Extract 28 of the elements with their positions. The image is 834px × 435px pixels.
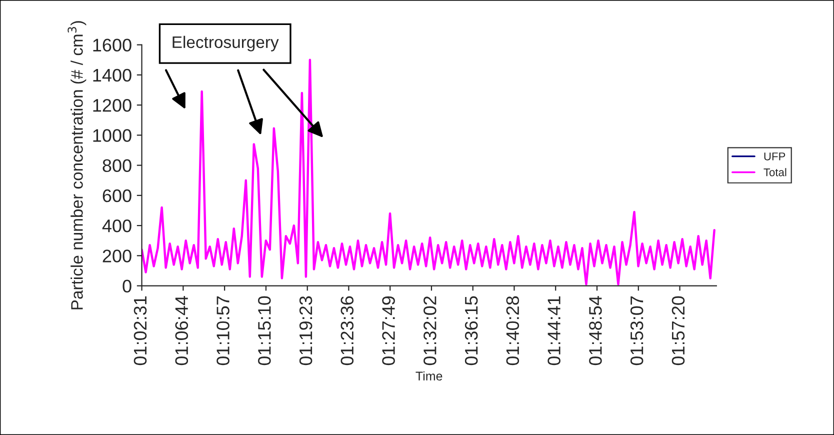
x-tick-label: 01:57:20: [672, 296, 685, 366]
y-tick-label: 1400: [93, 68, 132, 82]
legend-label: UFP: [764, 152, 786, 160]
y-tick-label: 0: [122, 280, 132, 293]
y-tick-label: 200: [102, 250, 132, 262]
y-tick-label: 1600: [93, 38, 132, 52]
legend-label: Total: [764, 168, 786, 176]
x-tick-label: 01:32:02: [424, 296, 436, 366]
x-tick-label: 01:19:23: [299, 296, 312, 366]
y-tick-label: 600: [102, 189, 132, 202]
y-tick-label: 800: [102, 159, 132, 172]
x-tick-label: 01:48:54: [589, 296, 602, 366]
x-tick-label: 01:53:07: [630, 296, 644, 366]
x-tick-label: 01:15:10: [258, 296, 271, 366]
y-tick-label: 1200: [93, 98, 132, 112]
x-axis-title: Time: [416, 371, 442, 381]
y-tick-label: 400: [102, 219, 132, 232]
y-tick-label: 1000: [93, 129, 132, 142]
x-tick-label: 01:23:36: [340, 296, 354, 366]
y-axis-title: Particle number concentration (# / cm$^{3}$): [68, 21, 86, 310]
annotation: Electrosurgery: [172, 36, 279, 52]
x-tick-label: 01:02:31: [134, 296, 147, 366]
x-tick-label: 01:06:44: [175, 296, 188, 366]
x-tick-label: 01:40:28: [506, 296, 520, 366]
x-tick-label: 01:27:49: [382, 296, 395, 366]
x-tick-label: 01:44:41: [548, 296, 560, 366]
x-tick-label: 01:36:15: [464, 296, 478, 366]
x-tick-label: 01:10:57: [216, 296, 230, 366]
